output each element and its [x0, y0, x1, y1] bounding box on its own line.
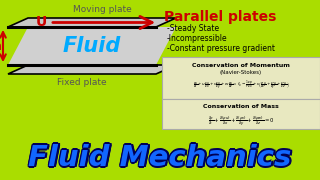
Text: -Constant pressure gradient: -Constant pressure gradient — [167, 44, 275, 53]
Text: Fluid Mechanics: Fluid Mechanics — [28, 143, 292, 170]
FancyBboxPatch shape — [162, 99, 320, 129]
Text: Fluid Mechanics: Fluid Mechanics — [29, 143, 293, 171]
Text: Fluid: Fluid — [63, 36, 121, 56]
Text: Conservation of Mass: Conservation of Mass — [203, 104, 279, 109]
Polygon shape — [8, 27, 176, 65]
Text: Fluid Mechanics: Fluid Mechanics — [27, 144, 290, 172]
Text: Fluid Mechanics: Fluid Mechanics — [27, 145, 291, 173]
Text: $\frac{\partial u}{\partial t}+u\frac{\partial u}{\partial x}+v\frac{\partial u}: $\frac{\partial u}{\partial t}+u\frac{\p… — [193, 80, 289, 92]
Text: Fluid Mechanics: Fluid Mechanics — [29, 145, 293, 173]
Text: -Incompressible: -Incompressible — [167, 34, 228, 43]
Text: Fluid Mechanics: Fluid Mechanics — [30, 144, 293, 172]
Text: Conservation of Momentum: Conservation of Momentum — [192, 63, 290, 68]
Text: (Navier-Stokes): (Navier-Stokes) — [220, 70, 262, 75]
Polygon shape — [8, 18, 176, 27]
Text: $\frac{\partial \rho}{\partial t}+\frac{\partial(\rho u)}{\partial x}+\frac{\par: $\frac{\partial \rho}{\partial t}+\frac{… — [208, 114, 274, 128]
FancyBboxPatch shape — [162, 57, 320, 99]
Text: U: U — [36, 15, 47, 30]
Text: Fluid Mechanics: Fluid Mechanics — [27, 143, 291, 171]
Text: Fluid Mechanics: Fluid Mechanics — [28, 144, 292, 172]
Text: Fluid Mechanics: Fluid Mechanics — [28, 145, 292, 174]
Text: Fixed plate: Fixed plate — [57, 78, 107, 87]
Text: -Steady State: -Steady State — [167, 24, 219, 33]
Text: h: h — [0, 39, 1, 53]
Text: Moving plate: Moving plate — [73, 5, 132, 14]
Polygon shape — [8, 65, 176, 74]
Text: Parallel plates: Parallel plates — [164, 10, 276, 24]
